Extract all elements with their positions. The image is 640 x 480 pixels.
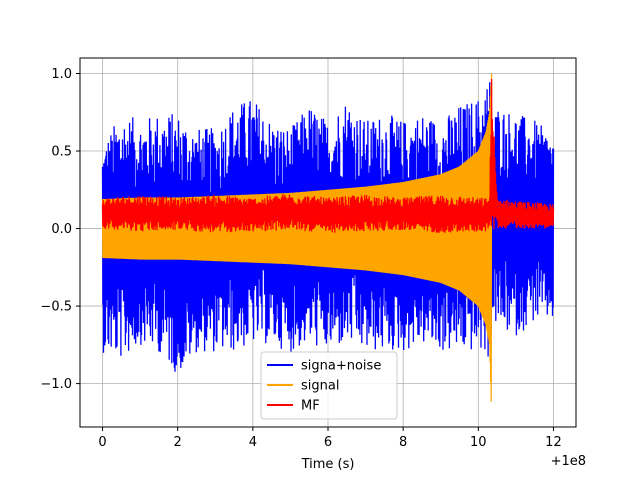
x-tick-label: 12 [545,435,562,450]
y-tick-label: −0.5 [40,300,72,315]
legend-box [260,351,398,420]
legend-label-signa-noise: signa+noise [301,359,381,374]
x-tick-label: 10 [470,435,487,450]
x-tick-label: 2 [174,435,182,450]
y-tick-label: 1.0 [51,67,72,82]
legend-label-signal: signal [301,379,339,394]
series-line-signal [101,73,493,402]
x-tick-label: 8 [399,435,407,450]
y-tick-label: −1.0 [40,377,72,392]
x-tick-label: 4 [249,435,257,450]
legend: signa+noise signal MF [260,351,398,420]
y-tick-label: 0.5 [51,145,72,160]
series-line-mf [101,78,555,233]
axis-layer: 0 2 4 6 8 10 12 1.0 0.5 0.0 −0.5 −1.0 [40,57,577,450]
x-axis-label: Time (s) [301,457,355,472]
x-tick-label: 0 [98,435,106,450]
x-tick-label: 6 [324,435,332,450]
y-tick-label: 0.0 [51,222,72,237]
x-axis-offset-label: +1e8 [551,454,586,469]
series-layer [101,73,555,402]
legend-label-mf: MF [301,399,320,414]
